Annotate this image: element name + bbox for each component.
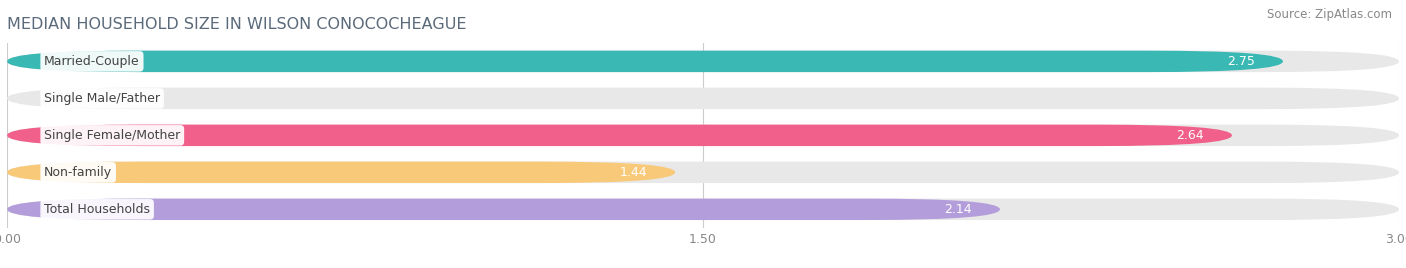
Text: Non-family: Non-family — [44, 166, 112, 179]
FancyBboxPatch shape — [7, 125, 1232, 146]
Text: 2.75: 2.75 — [1227, 55, 1256, 68]
FancyBboxPatch shape — [7, 125, 1399, 146]
Text: Single Female/Mother: Single Female/Mother — [44, 129, 180, 142]
Text: 0.00: 0.00 — [44, 92, 72, 105]
FancyBboxPatch shape — [7, 51, 1284, 72]
FancyBboxPatch shape — [7, 88, 1399, 109]
Text: MEDIAN HOUSEHOLD SIZE IN WILSON CONOCOCHEAGUE: MEDIAN HOUSEHOLD SIZE IN WILSON CONOCOCH… — [7, 17, 467, 32]
FancyBboxPatch shape — [7, 162, 1399, 183]
Text: Total Households: Total Households — [44, 203, 150, 216]
FancyBboxPatch shape — [7, 51, 1399, 72]
FancyBboxPatch shape — [7, 199, 1000, 220]
Text: Married-Couple: Married-Couple — [44, 55, 139, 68]
Text: 1.44: 1.44 — [620, 166, 647, 179]
Text: Source: ZipAtlas.com: Source: ZipAtlas.com — [1267, 8, 1392, 21]
FancyBboxPatch shape — [7, 162, 675, 183]
Text: 2.64: 2.64 — [1177, 129, 1204, 142]
FancyBboxPatch shape — [7, 199, 1399, 220]
Text: 2.14: 2.14 — [945, 203, 972, 216]
Text: Single Male/Father: Single Male/Father — [44, 92, 160, 105]
